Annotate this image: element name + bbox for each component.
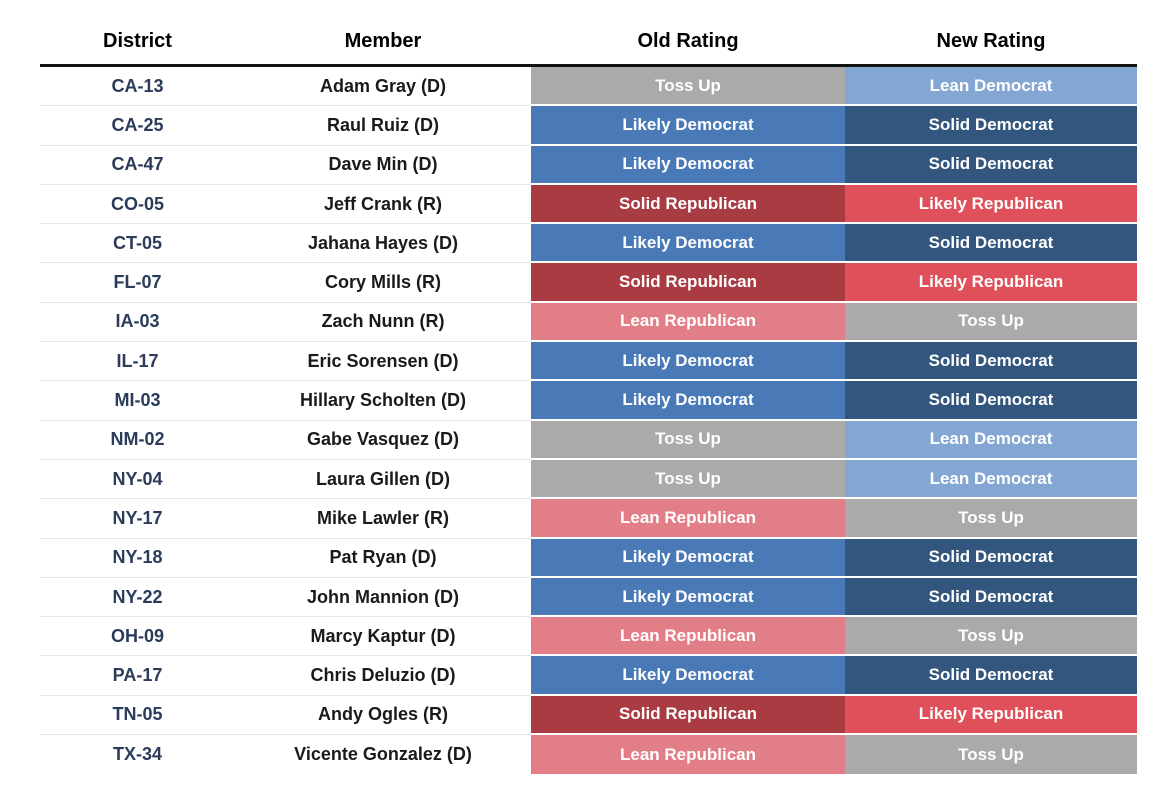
district-cell: NY-17 xyxy=(40,499,235,539)
old-rating-cell: Likely Democrat xyxy=(531,145,845,185)
district-cell: OH-09 xyxy=(40,617,235,657)
new-rating-cell: Solid Democrat xyxy=(845,224,1137,264)
table-row: NY-18 Pat Ryan (D) Likely Democrat Solid… xyxy=(40,538,1137,578)
district-cell: NM-02 xyxy=(40,420,235,460)
district-cell: NY-04 xyxy=(40,459,235,500)
member-cell: John Mannion (D) xyxy=(235,577,531,618)
new-rating-cell: Lean Democrat xyxy=(845,459,1137,500)
member-cell: Pat Ryan (D) xyxy=(235,538,531,578)
district-cell: NY-18 xyxy=(40,538,235,578)
new-rating-cell: Toss Up xyxy=(845,735,1137,775)
district-cell: TN-05 xyxy=(40,695,235,736)
table-row: CA-13 Adam Gray (D) Toss Up Lean Democra… xyxy=(40,67,1137,107)
old-rating-cell: Lean Republican xyxy=(531,302,845,343)
new-rating-cell: Solid Democrat xyxy=(845,381,1137,421)
old-rating-cell: Toss Up xyxy=(531,67,845,107)
table-row: FL-07 Cory Mills (R) Solid Republican Li… xyxy=(40,263,1137,303)
district-cell: TX-34 xyxy=(40,735,235,775)
new-rating-cell: Likely Republican xyxy=(845,263,1137,303)
member-cell: Chris Deluzio (D) xyxy=(235,656,531,696)
district-cell: IL-17 xyxy=(40,342,235,382)
new-rating-cell: Solid Democrat xyxy=(845,106,1137,146)
old-rating-cell: Likely Democrat xyxy=(531,656,845,696)
old-rating-cell: Likely Democrat xyxy=(531,538,845,578)
table-row: CT-05 Jahana Hayes (D) Likely Democrat S… xyxy=(40,224,1137,264)
member-cell: Jeff Crank (R) xyxy=(235,184,531,225)
old-rating-cell: Lean Republican xyxy=(531,499,845,539)
member-cell: Hillary Scholten (D) xyxy=(235,381,531,421)
member-cell: Mike Lawler (R) xyxy=(235,499,531,539)
member-cell: Zach Nunn (R) xyxy=(235,302,531,343)
member-cell: Eric Sorensen (D) xyxy=(235,342,531,382)
table-row: IL-17 Eric Sorensen (D) Likely Democrat … xyxy=(40,342,1137,382)
district-cell: IA-03 xyxy=(40,302,235,343)
ratings-change-table: District Member Old Rating New Rating CA… xyxy=(40,18,1137,775)
table-row: MI-03 Hillary Scholten (D) Likely Democr… xyxy=(40,381,1137,421)
member-cell: Vicente Gonzalez (D) xyxy=(235,735,531,775)
district-cell: PA-17 xyxy=(40,656,235,696)
member-cell: Gabe Vasquez (D) xyxy=(235,420,531,460)
member-cell: Adam Gray (D) xyxy=(235,67,531,107)
member-cell: Andy Ogles (R) xyxy=(235,695,531,736)
district-cell: MI-03 xyxy=(40,381,235,421)
table-row: CO-05 Jeff Crank (R) Solid Republican Li… xyxy=(40,184,1137,225)
new-rating-cell: Lean Democrat xyxy=(845,67,1137,107)
old-rating-cell: Likely Democrat xyxy=(531,342,845,382)
table-row: TX-34 Vicente Gonzalez (D) Lean Republic… xyxy=(40,735,1137,775)
new-rating-cell: Toss Up xyxy=(845,617,1137,657)
new-rating-cell: Likely Republican xyxy=(845,184,1137,225)
old-rating-cell: Lean Republican xyxy=(531,617,845,657)
district-cell: NY-22 xyxy=(40,577,235,618)
column-header-district: District xyxy=(103,30,172,52)
old-rating-cell: Likely Democrat xyxy=(531,381,845,421)
old-rating-cell: Solid Republican xyxy=(531,695,845,736)
old-rating-cell: Likely Democrat xyxy=(531,224,845,264)
table-row: CA-25 Raul Ruiz (D) Likely Democrat Soli… xyxy=(40,106,1137,146)
member-cell: Dave Min (D) xyxy=(235,145,531,185)
column-header-member: Member xyxy=(344,30,422,52)
new-rating-cell: Solid Democrat xyxy=(845,342,1137,382)
table-row: IA-03 Zach Nunn (R) Lean Republican Toss… xyxy=(40,302,1137,343)
table-row: NY-17 Mike Lawler (R) Lean Republican To… xyxy=(40,499,1137,539)
table-row: NY-04 Laura Gillen (D) Toss Up Lean Demo… xyxy=(40,459,1137,500)
table-body: CA-13 Adam Gray (D) Toss Up Lean Democra… xyxy=(40,67,1137,775)
table-row: OH-09 Marcy Kaptur (D) Lean Republican T… xyxy=(40,617,1137,657)
table-row: NY-22 John Mannion (D) Likely Democrat S… xyxy=(40,577,1137,618)
district-cell: FL-07 xyxy=(40,263,235,303)
new-rating-cell: Solid Democrat xyxy=(845,656,1137,696)
member-cell: Marcy Kaptur (D) xyxy=(235,617,531,657)
district-cell: CA-13 xyxy=(40,67,235,107)
old-rating-cell: Likely Democrat xyxy=(531,106,845,146)
district-cell: CA-47 xyxy=(40,145,235,185)
new-rating-cell: Toss Up xyxy=(845,302,1137,343)
new-rating-cell: Lean Democrat xyxy=(845,420,1137,460)
member-cell: Jahana Hayes (D) xyxy=(235,224,531,264)
district-cell: CT-05 xyxy=(40,224,235,264)
member-cell: Cory Mills (R) xyxy=(235,263,531,303)
table-row: TN-05 Andy Ogles (R) Solid Republican Li… xyxy=(40,695,1137,736)
table-header-row: District Member Old Rating New Rating xyxy=(40,18,1137,67)
district-cell: CA-25 xyxy=(40,106,235,146)
new-rating-cell: Likely Republican xyxy=(845,695,1137,736)
new-rating-cell: Solid Democrat xyxy=(845,145,1137,185)
column-header-old-rating: Old Rating xyxy=(637,30,739,52)
district-cell: CO-05 xyxy=(40,184,235,225)
old-rating-cell: Toss Up xyxy=(531,459,845,500)
old-rating-cell: Solid Republican xyxy=(531,184,845,225)
member-cell: Laura Gillen (D) xyxy=(235,459,531,500)
old-rating-cell: Likely Democrat xyxy=(531,577,845,618)
table-row: NM-02 Gabe Vasquez (D) Toss Up Lean Demo… xyxy=(40,420,1137,460)
old-rating-cell: Solid Republican xyxy=(531,263,845,303)
new-rating-cell: Solid Democrat xyxy=(845,577,1137,618)
member-cell: Raul Ruiz (D) xyxy=(235,106,531,146)
old-rating-cell: Lean Republican xyxy=(531,735,845,775)
column-header-new-rating: New Rating xyxy=(936,30,1046,52)
table-row: PA-17 Chris Deluzio (D) Likely Democrat … xyxy=(40,656,1137,696)
old-rating-cell: Toss Up xyxy=(531,420,845,460)
new-rating-cell: Solid Democrat xyxy=(845,538,1137,578)
new-rating-cell: Toss Up xyxy=(845,499,1137,539)
table-row: CA-47 Dave Min (D) Likely Democrat Solid… xyxy=(40,145,1137,185)
